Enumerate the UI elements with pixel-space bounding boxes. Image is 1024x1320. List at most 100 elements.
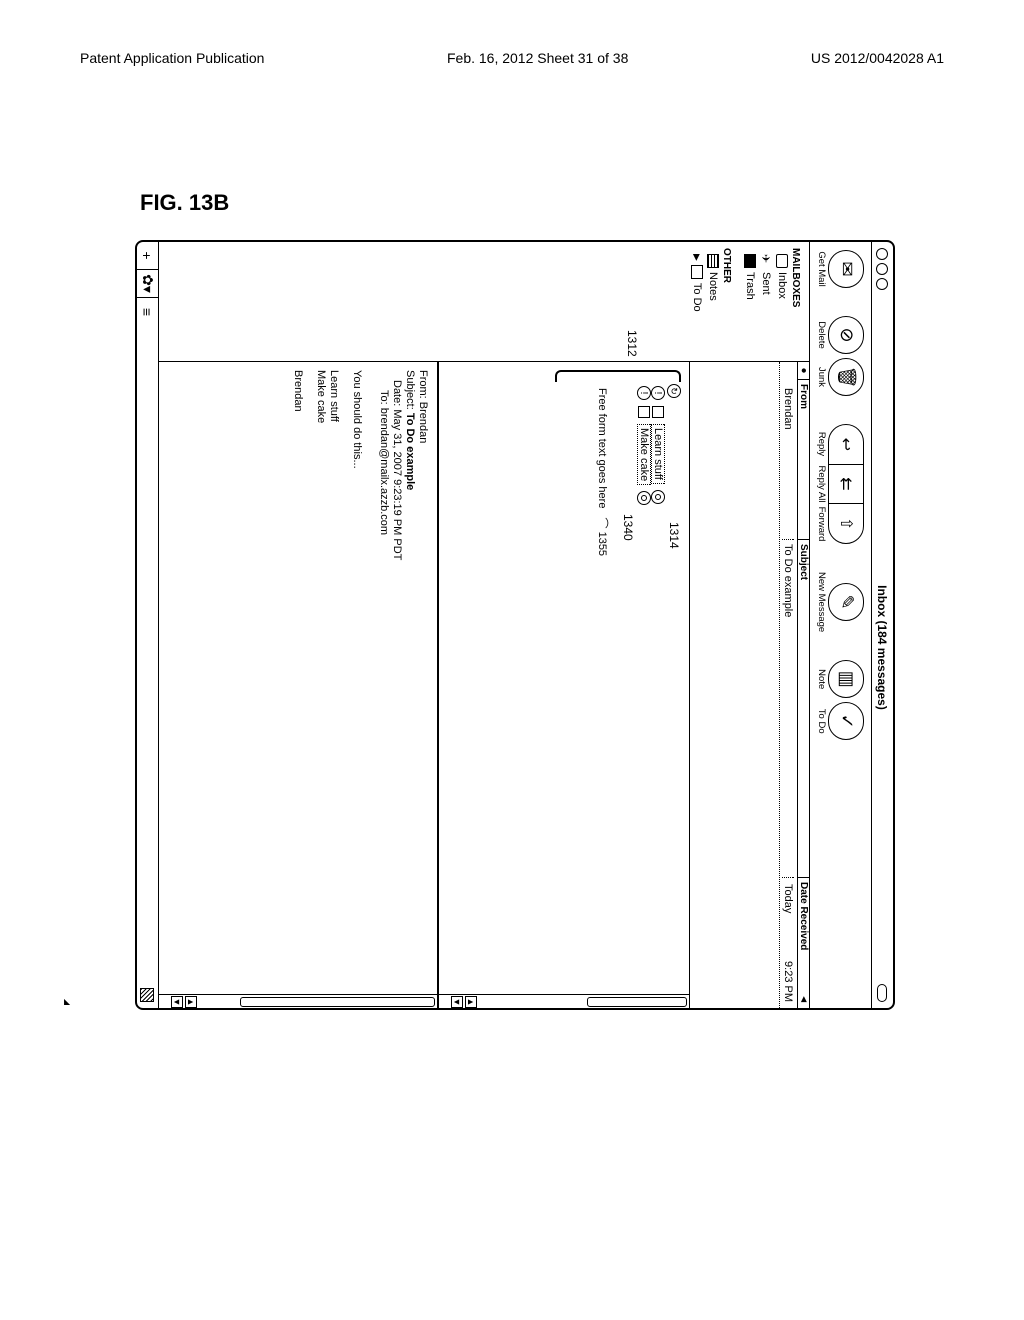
notes-icon bbox=[707, 254, 719, 268]
inbox-icon bbox=[776, 254, 788, 268]
from-col-header[interactable]: From bbox=[798, 380, 809, 540]
sidebar-heading-other: OTHER bbox=[721, 248, 732, 355]
msg-subject: To Do example bbox=[404, 413, 416, 490]
sidebar-item-inbox[interactable]: Inbox bbox=[774, 248, 790, 355]
recent-icon[interactable]: ↻ bbox=[667, 384, 681, 398]
ref-1312: 1312 bbox=[625, 330, 639, 357]
header-left: Patent Application Publication bbox=[80, 50, 264, 66]
trash-label: Trash bbox=[744, 272, 756, 300]
msg-body-line: Make cake bbox=[315, 370, 327, 1000]
todo-button[interactable]: ✓ To Do bbox=[817, 702, 865, 740]
reply-arrow-icon[interactable]: ↩ bbox=[830, 425, 864, 465]
view-button[interactable]: ≡ bbox=[137, 298, 158, 326]
free-form-text: Free form text goes here bbox=[596, 388, 608, 508]
checkbox-icon[interactable] bbox=[638, 406, 650, 418]
zoom-icon[interactable] bbox=[877, 278, 889, 290]
checkbox-icon[interactable] bbox=[652, 406, 664, 418]
header-mid: Feb. 16, 2012 Sheet 31 of 38 bbox=[447, 50, 628, 66]
scroll-up-icon[interactable]: ▲ bbox=[185, 996, 197, 1008]
inbox-label: Inbox bbox=[776, 272, 788, 299]
disclosure-icon: ▶ bbox=[692, 254, 703, 261]
ref-1314: 1314 bbox=[667, 522, 681, 549]
target-icon[interactable] bbox=[637, 491, 651, 505]
trash-icon bbox=[744, 254, 756, 268]
toolbar: ✉ Get Mail ⊘ Delete 🗑 Junk ↩ bbox=[809, 242, 871, 1008]
note-label: Note bbox=[817, 669, 828, 689]
window-titlebar: Inbox (184 messages) bbox=[871, 242, 893, 1008]
sidebar-item-notes[interactable]: Notes bbox=[705, 248, 721, 355]
priority-icon[interactable]: ! bbox=[637, 386, 651, 400]
todo-list-icon bbox=[691, 265, 703, 279]
message-row[interactable]: Brendan To Do example Today 9:23 PM bbox=[779, 362, 797, 1008]
actions-button[interactable]: ✿▾ bbox=[137, 270, 158, 298]
bag-icon: 🗑 bbox=[836, 366, 857, 389]
get-mail-label: Get Mail bbox=[817, 251, 828, 286]
todo-label: To Do bbox=[817, 709, 828, 734]
reply-all-arrow-icon[interactable]: ⇇ bbox=[830, 465, 864, 505]
bottom-bar: + ✿▾ ≡ bbox=[137, 242, 159, 1008]
resize-corner-icon[interactable] bbox=[141, 988, 155, 1002]
msg-from: Brendan bbox=[417, 402, 429, 444]
window-title: Inbox (184 messages) bbox=[876, 293, 890, 1002]
subject-label: Subject: bbox=[404, 370, 416, 410]
nosign-icon: ⊘ bbox=[836, 327, 857, 342]
sent-label: Sent bbox=[760, 272, 772, 295]
to-label: To: bbox=[378, 390, 390, 405]
forward-arrow-icon[interactable]: ⇧ bbox=[830, 504, 864, 543]
note-button[interactable]: ▥ Note bbox=[817, 660, 865, 698]
delete-button[interactable]: ⊘ Delete bbox=[817, 316, 865, 354]
pill-icon[interactable] bbox=[878, 984, 888, 1002]
add-button[interactable]: + bbox=[137, 242, 158, 270]
ref-1355: 1355 bbox=[596, 532, 608, 556]
note-icon: ▥ bbox=[836, 671, 857, 688]
reply-label: Reply bbox=[817, 424, 828, 464]
message-view: ▲ ▼ ◢ From: Brendan Subject: To Do examp… bbox=[159, 362, 437, 1008]
sidebar-item-trash[interactable]: Trash bbox=[742, 248, 758, 355]
mail-window: Inbox (184 messages) ✉ Get Mail ⊘ Delete… bbox=[135, 240, 895, 1010]
scroll-down-icon[interactable]: ▼ bbox=[171, 996, 183, 1008]
sidebar-item-sent[interactable]: ✈Sent bbox=[758, 248, 774, 355]
sidebar-item-todo[interactable]: ▶To Do bbox=[689, 248, 705, 355]
from-label: From: bbox=[417, 370, 429, 399]
todo-title-1: Learn stuff bbox=[651, 424, 665, 484]
todo-title-2: Make cake bbox=[637, 424, 651, 485]
new-message-button[interactable]: ✎ New Message bbox=[817, 572, 865, 632]
message-list-blank bbox=[689, 362, 779, 1008]
ref-1340: 1340 bbox=[621, 514, 635, 541]
compose-area: ▲ ▼ ↻ 1314 ! Learn bbox=[437, 362, 689, 1008]
close-icon[interactable] bbox=[877, 248, 889, 260]
new-message-label: New Message bbox=[817, 572, 828, 632]
get-mail-button[interactable]: ✉ Get Mail bbox=[817, 250, 865, 288]
minimize-icon[interactable] bbox=[877, 263, 889, 275]
msg-body-line: Learn stuff bbox=[328, 370, 340, 1000]
header-right: US 2012/0042028 A1 bbox=[811, 50, 944, 66]
reply-group[interactable]: ↩ ⇇ ⇧ Reply Reply All Forward bbox=[817, 424, 865, 544]
scroll-down-icon[interactable]: ▼ bbox=[451, 996, 463, 1008]
subject-col-header[interactable]: Subject bbox=[798, 540, 809, 878]
brace-indicator bbox=[555, 370, 681, 382]
main-area: ● From Subject Date Received◄ Brendan To… bbox=[159, 362, 809, 1008]
msg-to: brendan@mailx.azzb.com bbox=[378, 408, 390, 535]
scroll-up-icon[interactable]: ▲ bbox=[465, 996, 477, 1008]
msg-signature: Brendan bbox=[292, 370, 304, 1000]
date-col-header[interactable]: Date Received◄ bbox=[798, 878, 809, 1008]
row-subject: To Do example bbox=[783, 540, 795, 878]
resize-handle-icon[interactable]: ◢ bbox=[63, 999, 72, 1005]
figure-label: FIG. 13B bbox=[140, 190, 229, 216]
target-icon[interactable] bbox=[651, 490, 665, 504]
status-col-header[interactable]: ● bbox=[798, 362, 809, 380]
row-date: Today bbox=[783, 884, 795, 913]
priority-icon[interactable]: ! bbox=[651, 386, 665, 400]
row-time: 9:23 PM bbox=[783, 961, 795, 1002]
scrollbar[interactable]: ▲ ▼ ◢ bbox=[159, 994, 437, 1008]
delete-label: Delete bbox=[817, 321, 828, 348]
sidebar: MAILBOXES Inbox ✈Sent Trash OTHER Notes … bbox=[159, 242, 809, 362]
row-from: Brendan bbox=[783, 380, 795, 540]
page-header: Patent Application Publication Feb. 16, … bbox=[0, 0, 1024, 76]
todo-item-2[interactable]: ! Make cake bbox=[637, 386, 651, 1002]
message-list-header: ● From Subject Date Received◄ bbox=[797, 362, 809, 1008]
figure-container: Inbox (184 messages) ✉ Get Mail ⊘ Delete… bbox=[135, 240, 895, 1010]
todo-item-1[interactable]: ! Learn stuff bbox=[651, 386, 665, 1002]
scrollbar-thumb[interactable] bbox=[240, 997, 435, 1007]
junk-button[interactable]: 🗑 Junk bbox=[817, 358, 865, 396]
